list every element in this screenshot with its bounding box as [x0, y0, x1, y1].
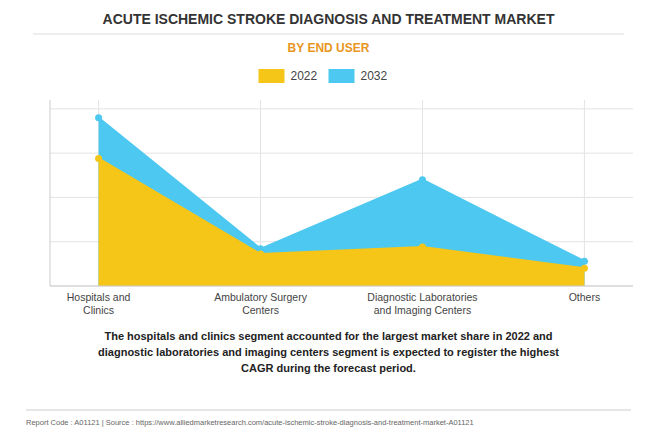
title: ACUTE ISCHEMIC STROKE DIAGNOSIS AND TREA… [103, 11, 555, 27]
footer-separator [26, 410, 631, 411]
description: The hospitals and clinics segment accoun… [104, 330, 552, 342]
separator [33, 34, 624, 35]
marker [581, 258, 588, 265]
x-tick-label: Ambulatory SurgeryCenters [214, 291, 308, 316]
footer: Report Code : A01121 | Source : https://… [26, 418, 474, 427]
legend-label: 2032 [361, 69, 388, 83]
marker [95, 155, 102, 162]
plot-data [95, 114, 588, 286]
legend-label: 2022 [291, 69, 318, 83]
subtitle: BY END USER [288, 41, 370, 55]
chart: ACUTE ISCHEMIC STROKE DIAGNOSIS AND TREA… [0, 0, 657, 444]
grid-line-y [50, 108, 633, 109]
legend-swatch [329, 69, 355, 83]
line [99, 118, 585, 261]
x-axis-line [50, 286, 633, 287]
x-tick-label: Hospitals andClinics [67, 291, 131, 316]
legend: 2022 2032 [259, 69, 388, 83]
marker [581, 265, 588, 272]
grid-line-y [50, 286, 633, 287]
description: CAGR during the forecast period. [241, 362, 416, 374]
x-tick-label: Others [569, 291, 601, 303]
legend-swatch [259, 69, 285, 83]
grid [50, 100, 633, 286]
description: diagnostic laboratories and imaging cent… [98, 346, 559, 358]
y-axis-line [50, 100, 51, 286]
marker [257, 251, 264, 258]
marker [419, 176, 426, 183]
marker [95, 114, 102, 121]
x-tick-label: Diagnostic Laboratoriesand Imaging Cente… [367, 291, 477, 316]
marker [419, 244, 426, 251]
line [99, 158, 585, 268]
area [99, 118, 585, 286]
